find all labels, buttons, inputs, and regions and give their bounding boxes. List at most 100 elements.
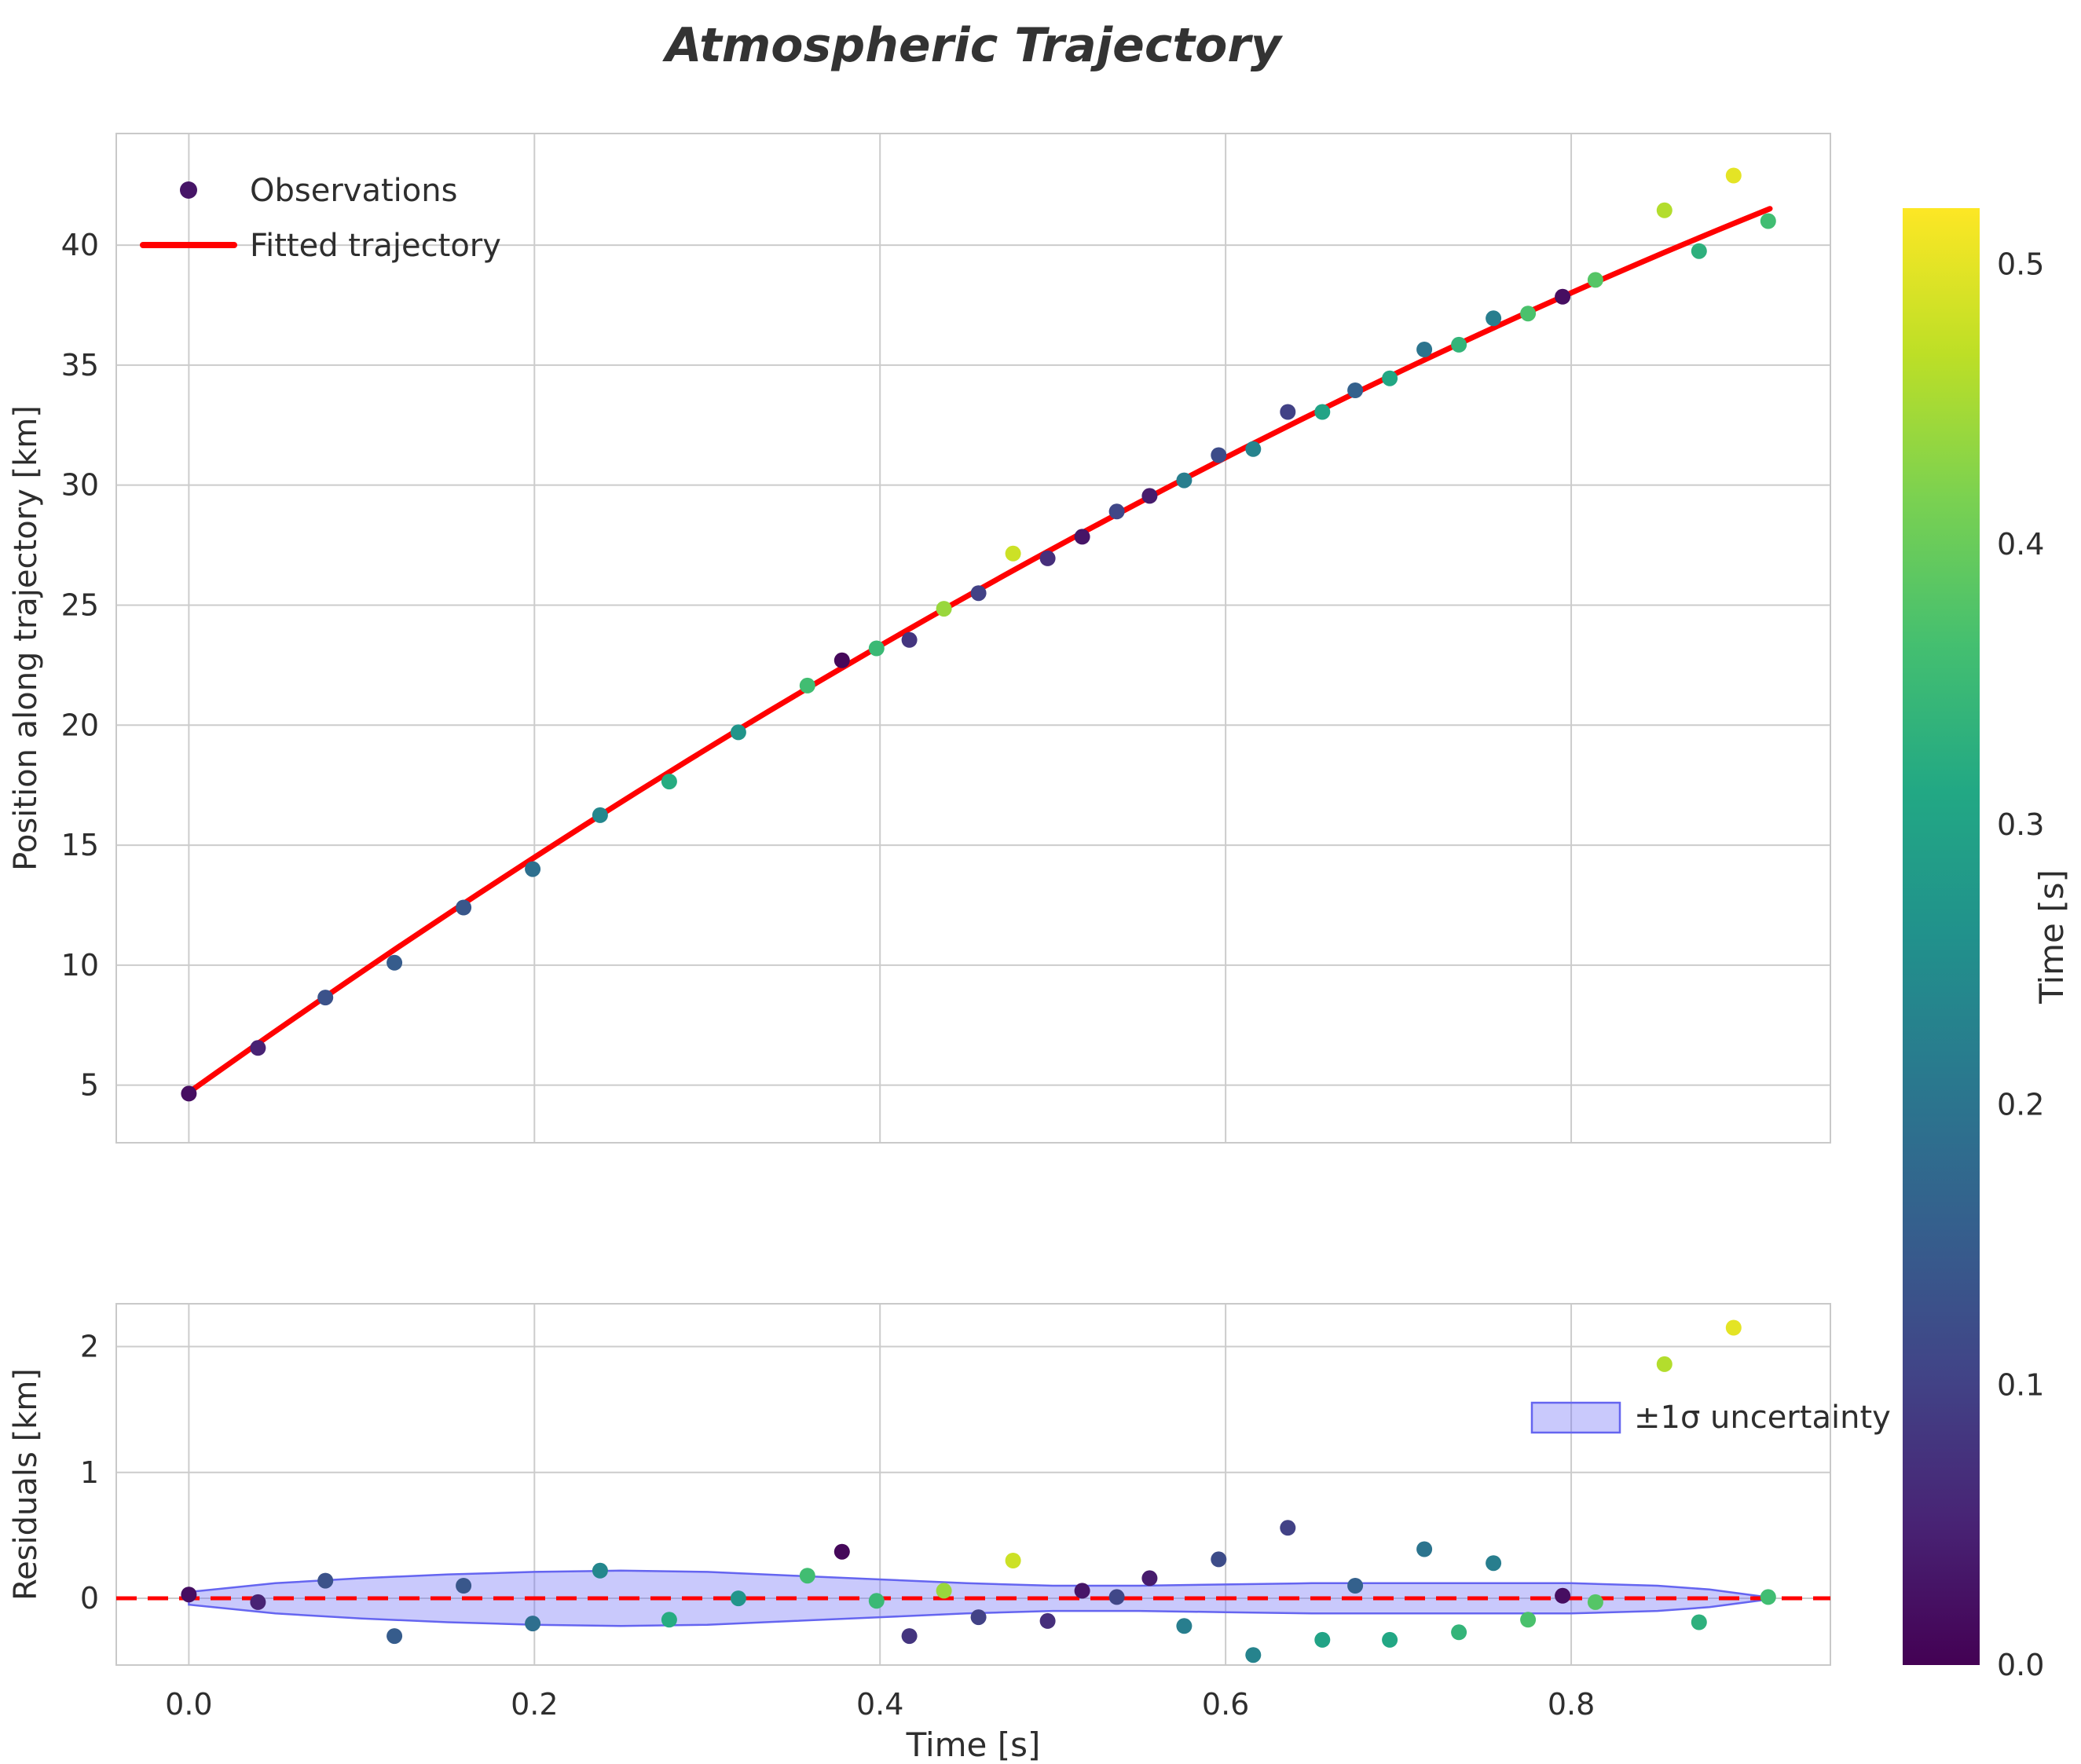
residual-point	[1347, 1578, 1364, 1594]
residual-ytick-label: 0	[80, 1581, 99, 1616]
observation-point	[1074, 529, 1090, 545]
residual-point	[1656, 1356, 1672, 1372]
residual-point	[1725, 1319, 1742, 1336]
legend-band-label: ±1σ uncertainty	[1634, 1400, 1891, 1436]
colorbar-tick-label: 0.5	[1997, 247, 2044, 281]
xtick-label: 0.4	[856, 1687, 903, 1722]
observation-point	[456, 899, 472, 916]
observation-point	[936, 601, 952, 617]
main-ytick-label: 10	[61, 948, 99, 983]
observation-point	[1176, 472, 1193, 489]
observation-point	[868, 640, 885, 657]
residual-point	[1108, 1589, 1125, 1605]
xaxis-label: Time [s]	[906, 1726, 1041, 1764]
main-ytick-label: 5	[80, 1068, 99, 1103]
residual-point	[1587, 1594, 1603, 1610]
residual-point	[1382, 1631, 1398, 1648]
observation-point	[970, 585, 987, 602]
observation-point	[1725, 167, 1742, 184]
residual-point	[1314, 1631, 1331, 1648]
xtick-label: 0.0	[165, 1687, 212, 1722]
xtick-label: 0.6	[1202, 1687, 1249, 1722]
residual-point	[387, 1628, 403, 1645]
residual-point	[833, 1543, 850, 1560]
colorbar-tick-label: 0.3	[1997, 807, 2044, 842]
observation-point	[1520, 306, 1537, 322]
residual-point	[1416, 1541, 1433, 1557]
residual-point	[1520, 1612, 1537, 1628]
residual-point	[868, 1593, 885, 1609]
observation-point	[1039, 550, 1056, 566]
residual-point	[1486, 1555, 1502, 1572]
residual-point	[730, 1590, 746, 1607]
observation-point	[1108, 503, 1125, 520]
main-ytick-label: 25	[61, 587, 99, 622]
observation-point	[250, 1040, 266, 1056]
observation-point	[525, 861, 541, 877]
main-ytick-label: 20	[61, 708, 99, 742]
observation-point	[661, 774, 677, 790]
residual-point	[1555, 1587, 1571, 1604]
residual-point	[661, 1612, 677, 1628]
observation-point	[1211, 447, 1227, 463]
fitted-trajectory-line	[185, 206, 1773, 1096]
observation-point	[1416, 342, 1433, 357]
residual-ytick-label: 1	[80, 1455, 99, 1490]
residual-point	[1176, 1618, 1193, 1634]
legend-observations-label: Observations	[250, 173, 457, 209]
residual-point	[1691, 1614, 1707, 1630]
observation-point	[901, 631, 918, 648]
residual-point	[1280, 1520, 1296, 1536]
observation-point	[730, 724, 746, 741]
observation-point	[799, 677, 815, 694]
residual-point	[1451, 1624, 1467, 1641]
legend-fit-label: Fitted trajectory	[250, 228, 501, 264]
observation-point	[181, 1085, 197, 1102]
observation-point	[1382, 370, 1398, 386]
main-ytick-label: 40	[61, 228, 99, 262]
xtick-label: 0.8	[1548, 1687, 1595, 1722]
observation-point	[1691, 243, 1707, 259]
main-ytick-label: 35	[61, 348, 99, 382]
observation-point	[1005, 545, 1021, 562]
observation-point	[1486, 310, 1502, 327]
observation-point	[1245, 441, 1262, 457]
residual-ytick-label: 2	[80, 1329, 99, 1363]
residual-point	[970, 1609, 987, 1626]
residual-point	[901, 1628, 918, 1645]
observation-point	[1347, 382, 1364, 398]
residual-point	[525, 1616, 541, 1632]
residual-ylabel: Residuals [km]	[8, 1368, 44, 1601]
residual-point	[1211, 1551, 1227, 1568]
colorbar-tick-label: 0.0	[1997, 1648, 2044, 1682]
main-ytick-label: 30	[61, 468, 99, 503]
colorbar-tick-label: 0.2	[1997, 1088, 2044, 1122]
residual-point	[799, 1568, 815, 1584]
residual-point	[1074, 1583, 1090, 1599]
observation-point	[1587, 272, 1603, 288]
observation-point	[1141, 488, 1158, 504]
colorbar-tick-label: 0.1	[1997, 1367, 2044, 1402]
residual-point	[1760, 1589, 1776, 1605]
residual-point	[456, 1578, 472, 1594]
legend-observations-marker	[180, 181, 197, 199]
residual-point	[317, 1572, 334, 1589]
main-ytick-label: 15	[61, 828, 99, 862]
observation-point	[1656, 202, 1672, 218]
observation-point	[317, 990, 334, 1006]
observation-point	[1760, 213, 1776, 229]
residual-point	[592, 1562, 608, 1579]
residual-point	[1141, 1570, 1158, 1587]
colorbar-tick-label: 0.4	[1997, 527, 2044, 562]
observation-point	[592, 807, 608, 823]
residual-point	[1039, 1612, 1056, 1629]
xtick-label: 0.2	[511, 1687, 558, 1722]
colorbar	[1903, 208, 1980, 1665]
main-spines	[115, 133, 1831, 1144]
observation-point	[1314, 404, 1331, 420]
residual-point	[250, 1594, 266, 1610]
colorbar-label: Time [s]	[2032, 869, 2071, 1005]
observation-point	[1451, 336, 1467, 353]
